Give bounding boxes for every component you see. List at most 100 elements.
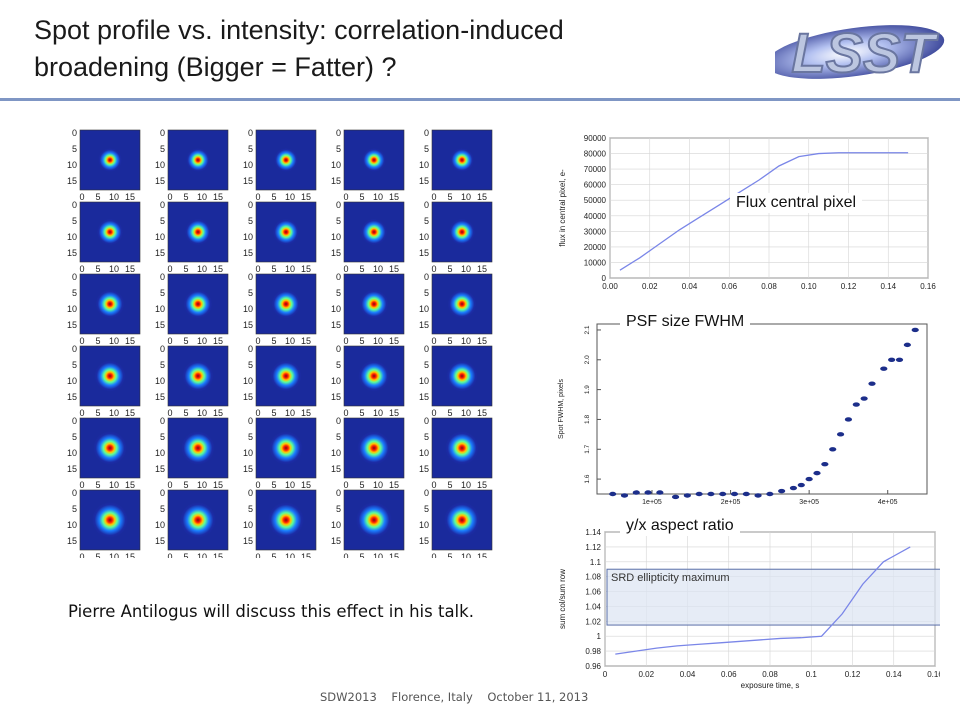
x-tick-label: 0 [603, 670, 608, 679]
spot-y-tick: 0 [336, 416, 341, 426]
spot-x-tick: 15 [477, 336, 487, 346]
spot-x-tick: 10 [109, 192, 119, 202]
spot-x-tick: 15 [213, 192, 223, 202]
spot-image [445, 431, 479, 465]
spot-y-tick: 15 [155, 176, 165, 186]
spot-y-tick: 15 [243, 392, 253, 402]
spot-x-tick: 5 [271, 336, 276, 346]
spot-x-tick: 15 [125, 552, 135, 558]
data-point [852, 402, 860, 407]
spot-x-tick: 5 [95, 408, 100, 418]
spot-image [268, 502, 304, 538]
spot-image [450, 148, 474, 172]
spot-x-tick: 15 [301, 264, 311, 274]
data-point [805, 476, 813, 482]
data-point [656, 490, 664, 495]
spot-x-tick: 0 [343, 552, 348, 558]
spot-x-tick: 15 [477, 480, 487, 490]
spot-y-tick: 15 [419, 464, 429, 474]
x-tick-label: 0.12 [845, 670, 861, 679]
y-axis-label: flux in central pixel, e- [558, 169, 567, 247]
spot-x-tick: 0 [431, 264, 436, 274]
spot-x-tick: 0 [79, 408, 84, 418]
spot-x-tick: 5 [271, 264, 276, 274]
spot-y-tick: 10 [419, 232, 429, 242]
spot-x-tick: 10 [197, 336, 207, 346]
spot-image [358, 360, 390, 392]
spot-y-tick: 5 [424, 288, 429, 298]
spot-x-tick: 5 [183, 480, 188, 490]
spot-y-tick: 15 [243, 176, 253, 186]
spot-x-tick: 0 [167, 552, 172, 558]
spot-x-tick: 0 [167, 480, 172, 490]
spot-x-tick: 0 [79, 192, 84, 202]
spot-x-tick: 0 [255, 552, 260, 558]
spot-x-tick: 15 [213, 408, 223, 418]
x-tick-label: 0.04 [680, 670, 696, 679]
spot-x-tick: 5 [95, 336, 100, 346]
data-point [888, 357, 896, 362]
spot-y-tick: 10 [243, 520, 253, 530]
spot-y-tick: 10 [67, 304, 77, 314]
y-tick-label: 0.96 [585, 662, 601, 671]
spot-image [98, 148, 122, 172]
spot-y-tick: 10 [67, 232, 77, 242]
spot-x-tick: 15 [125, 480, 135, 490]
header-divider [0, 98, 960, 101]
spot-y-tick: 5 [160, 216, 165, 226]
spot-y-tick: 15 [67, 536, 77, 546]
spot-x-tick: 15 [301, 552, 311, 558]
spot-y-tick: 15 [331, 320, 341, 330]
spot-y-tick: 5 [424, 144, 429, 154]
spot-y-tick: 15 [67, 464, 77, 474]
spot-x-tick: 5 [183, 552, 188, 558]
x-tick-label: 0.06 [721, 282, 737, 291]
spot-y-tick: 0 [424, 344, 429, 354]
data-point [632, 490, 640, 495]
spot-y-tick: 0 [336, 128, 341, 138]
spot-x-tick: 15 [477, 552, 487, 558]
x-axis-label: exposure time, s [741, 681, 800, 690]
spot-x-tick: 5 [271, 408, 276, 418]
spot-y-tick: 0 [72, 416, 77, 426]
x-tick-label: 2e+05 [721, 499, 741, 506]
spot-y-tick: 10 [67, 160, 77, 170]
spot-y-tick: 5 [248, 432, 253, 442]
spot-x-tick: 0 [431, 408, 436, 418]
spot-y-tick: 10 [243, 376, 253, 386]
spot-x-tick: 5 [95, 480, 100, 490]
spot-x-tick: 0 [79, 336, 84, 346]
data-point [730, 491, 739, 497]
spot-y-tick: 15 [67, 320, 77, 330]
spot-x-tick: 15 [213, 552, 223, 558]
y-tick-label: 1.14 [585, 528, 601, 537]
spot-y-tick: 15 [67, 176, 77, 186]
data-point [895, 357, 904, 362]
y-tick-label: 1.7 [584, 444, 591, 453]
spot-x-tick: 0 [343, 264, 348, 274]
spot-x-tick: 5 [359, 480, 364, 490]
spot-y-tick: 0 [160, 344, 165, 354]
spot-y-tick: 5 [248, 360, 253, 370]
spot-y-tick: 0 [248, 416, 253, 426]
data-point [797, 482, 805, 488]
y-tick-label: 1.8 [584, 415, 591, 424]
spot-y-tick: 5 [248, 144, 253, 154]
spot-y-tick: 10 [331, 376, 341, 386]
spot-y-tick: 15 [243, 464, 253, 474]
spot-x-tick: 10 [109, 480, 119, 490]
spot-image [360, 218, 388, 246]
spot-x-tick: 10 [285, 480, 295, 490]
spot-x-tick: 10 [373, 408, 383, 418]
spot-y-tick: 15 [243, 248, 253, 258]
spot-x-tick: 15 [389, 480, 399, 490]
spot-image [448, 218, 476, 246]
spot-y-tick: 15 [331, 536, 341, 546]
spot-y-tick: 15 [419, 176, 429, 186]
